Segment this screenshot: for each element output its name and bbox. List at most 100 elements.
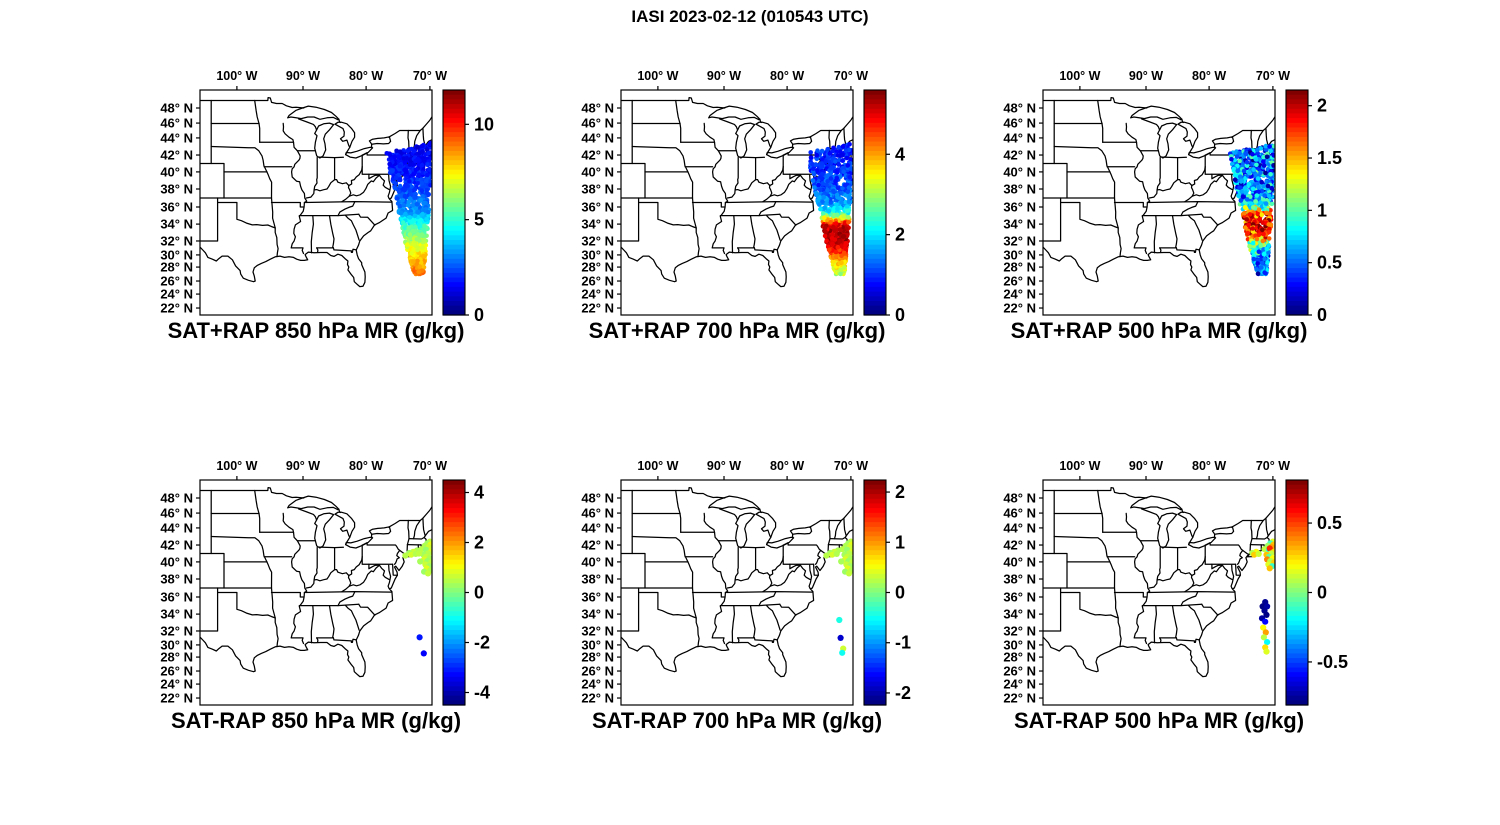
svg-text:32° N: 32° N <box>1003 233 1036 248</box>
svg-text:1: 1 <box>1317 200 1327 220</box>
svg-text:0: 0 <box>1317 583 1327 603</box>
svg-text:26° N: 26° N <box>581 664 614 679</box>
svg-text:38° N: 38° N <box>1003 572 1036 587</box>
svg-text:38° N: 38° N <box>160 182 193 197</box>
svg-text:36° N: 36° N <box>1003 590 1036 605</box>
axes-frame <box>1042 89 1276 316</box>
svg-text:44° N: 44° N <box>581 520 614 535</box>
svg-text:90° W: 90° W <box>286 69 320 83</box>
svg-text:2: 2 <box>1317 96 1327 116</box>
basemap <box>200 486 432 678</box>
y-tick-labels: 48° N46° N44° N 42° N40° N 38° N 36° N 34° N… <box>581 101 621 316</box>
x-tick-labels: 100° W 90° W 80° W 70° W <box>216 69 447 90</box>
svg-text:32° N: 32° N <box>581 233 614 248</box>
svg-text:22° N: 22° N <box>1003 691 1036 706</box>
svg-text:48° N: 48° N <box>160 101 193 116</box>
basemap <box>200 96 432 288</box>
svg-text:90° W: 90° W <box>286 459 320 473</box>
svg-text:40° N: 40° N <box>160 164 193 179</box>
svg-text:42° N: 42° N <box>1003 538 1036 553</box>
map-plot-500-analysis: 100° W 90° W 80° W 70° W 48° N46° N44° N 42° … <box>1003 69 1342 325</box>
svg-text:34° N: 34° N <box>1003 607 1036 622</box>
svg-text:90° W: 90° W <box>707 69 741 83</box>
svg-text:44° N: 44° N <box>1003 520 1036 535</box>
svg-text:4: 4 <box>474 483 484 503</box>
svg-text:22° N: 22° N <box>581 691 614 706</box>
panel-label-500-analysis: SAT+RAP 500 hPa MR (g/kg) <box>1010 318 1308 343</box>
svg-text:34° N: 34° N <box>160 217 193 232</box>
panel-label-500-difference: SAT-RAP 500 hPa MR (g/kg) <box>1013 708 1305 733</box>
svg-text:44° N: 44° N <box>581 130 614 145</box>
svg-text:32° N: 32° N <box>160 623 193 638</box>
svg-text:46° N: 46° N <box>581 116 614 131</box>
svg-text:22° N: 22° N <box>1003 301 1036 316</box>
svg-text:28° N: 28° N <box>1003 650 1036 665</box>
svg-text:22° N: 22° N <box>581 301 614 316</box>
svg-text:42° N: 42° N <box>160 538 193 553</box>
svg-text:30° N: 30° N <box>160 247 193 262</box>
svg-text:44° N: 44° N <box>160 130 193 145</box>
svg-text:46° N: 46° N <box>160 506 193 521</box>
svg-text:0.5: 0.5 <box>1317 253 1342 273</box>
svg-text:26° N: 26° N <box>1003 664 1036 679</box>
panel-sat-minus-rap-700: 100° W 90° W 80° W 70° W 48° N 46° N 44° N 42° … <box>561 450 941 755</box>
svg-text:90° W: 90° W <box>707 459 741 473</box>
map-plot-500-difference: 100° W 90° W 80° W 70° W 48° N46° N44° N 42° … <box>1003 459 1348 706</box>
svg-text:30° N: 30° N <box>1003 247 1036 262</box>
colorbar: 0 0.5 1 1.5 2 <box>1285 89 1342 325</box>
map-plot-850-difference: 100° W 90° W 80° W 70° W 48° N46° N44° N 42° … <box>160 459 490 706</box>
panel-sat-plus-rap-700: 100° W 90° W 80° W 70° W 48° N 46° N 44° N 42° … <box>561 60 941 365</box>
svg-text:38° N: 38° N <box>581 182 614 197</box>
axes-frame <box>620 479 854 706</box>
svg-text:70° W: 70° W <box>1256 69 1290 83</box>
colorbar: 0 2 4 <box>863 89 905 325</box>
svg-text:48° N: 48° N <box>1003 101 1036 116</box>
svg-text:42° N: 42° N <box>160 148 193 163</box>
svg-text:1.5: 1.5 <box>1317 148 1342 168</box>
svg-text:70° W: 70° W <box>413 459 447 473</box>
svg-text:24° N: 24° N <box>581 677 614 692</box>
svg-text:28° N: 28° N <box>581 260 614 275</box>
svg-text:38° N: 38° N <box>160 572 193 587</box>
svg-text:34° N: 34° N <box>581 217 614 232</box>
svg-text:46° N: 46° N <box>581 506 614 521</box>
svg-text:80° W: 80° W <box>349 69 383 83</box>
svg-text:28° N: 28° N <box>1003 260 1036 275</box>
panel-label-850-difference: SAT-RAP 850 hPa MR (g/kg) <box>170 708 462 733</box>
axes-frame <box>199 479 433 706</box>
svg-text:-1: -1 <box>895 633 911 653</box>
svg-text:40° N: 40° N <box>1003 164 1036 179</box>
svg-text:70° W: 70° W <box>413 69 447 83</box>
map-plot-850-analysis: 100° W 90° W 80° W 70° W 48° N46° N44° N 42° … <box>160 69 494 325</box>
svg-text:1: 1 <box>895 532 905 552</box>
svg-text:70° W: 70° W <box>834 69 868 83</box>
svg-text:24° N: 24° N <box>1003 677 1036 692</box>
svg-text:0: 0 <box>474 305 484 325</box>
y-tick-labels: 48° N46° N44° N 42° N40° N 38° N 36° N 34° N… <box>581 491 621 706</box>
svg-text:30° N: 30° N <box>1003 637 1036 652</box>
x-tick-labels: 100° W 90° W 80° W 70° W <box>637 459 868 480</box>
svg-text:36° N: 36° N <box>1003 200 1036 215</box>
svg-text:-4: -4 <box>474 683 490 703</box>
data-points <box>1249 538 1275 655</box>
svg-text:70° W: 70° W <box>834 459 868 473</box>
svg-text:80° W: 80° W <box>770 69 804 83</box>
svg-text:34° N: 34° N <box>581 607 614 622</box>
svg-text:100° W: 100° W <box>1059 459 1100 473</box>
svg-text:-2: -2 <box>474 633 490 653</box>
svg-text:26° N: 26° N <box>160 664 193 679</box>
svg-text:28° N: 28° N <box>160 650 193 665</box>
panel-label-850-analysis: SAT+RAP 850 hPa MR (g/kg) <box>167 318 465 343</box>
svg-text:2: 2 <box>895 482 905 502</box>
svg-text:24° N: 24° N <box>160 287 193 302</box>
svg-text:38° N: 38° N <box>581 572 614 587</box>
svg-text:40° N: 40° N <box>581 164 614 179</box>
figure-title: IASI 2023-02-12 (010543 UTC) <box>631 7 869 26</box>
svg-text:100° W: 100° W <box>1059 69 1100 83</box>
svg-text:46° N: 46° N <box>1003 506 1036 521</box>
panel-sat-plus-rap-500: 100° W 90° W 80° W 70° W 48° N 46° N 44° N 42° … <box>983 60 1363 365</box>
svg-text:46° N: 46° N <box>1003 116 1036 131</box>
map-plot-700-difference: 100° W 90° W 80° W 70° W 48° N46° N44° N 42° … <box>581 459 911 706</box>
svg-text:30° N: 30° N <box>581 247 614 262</box>
x-tick-labels: 100° W 90° W 80° W 70° W <box>637 69 868 90</box>
